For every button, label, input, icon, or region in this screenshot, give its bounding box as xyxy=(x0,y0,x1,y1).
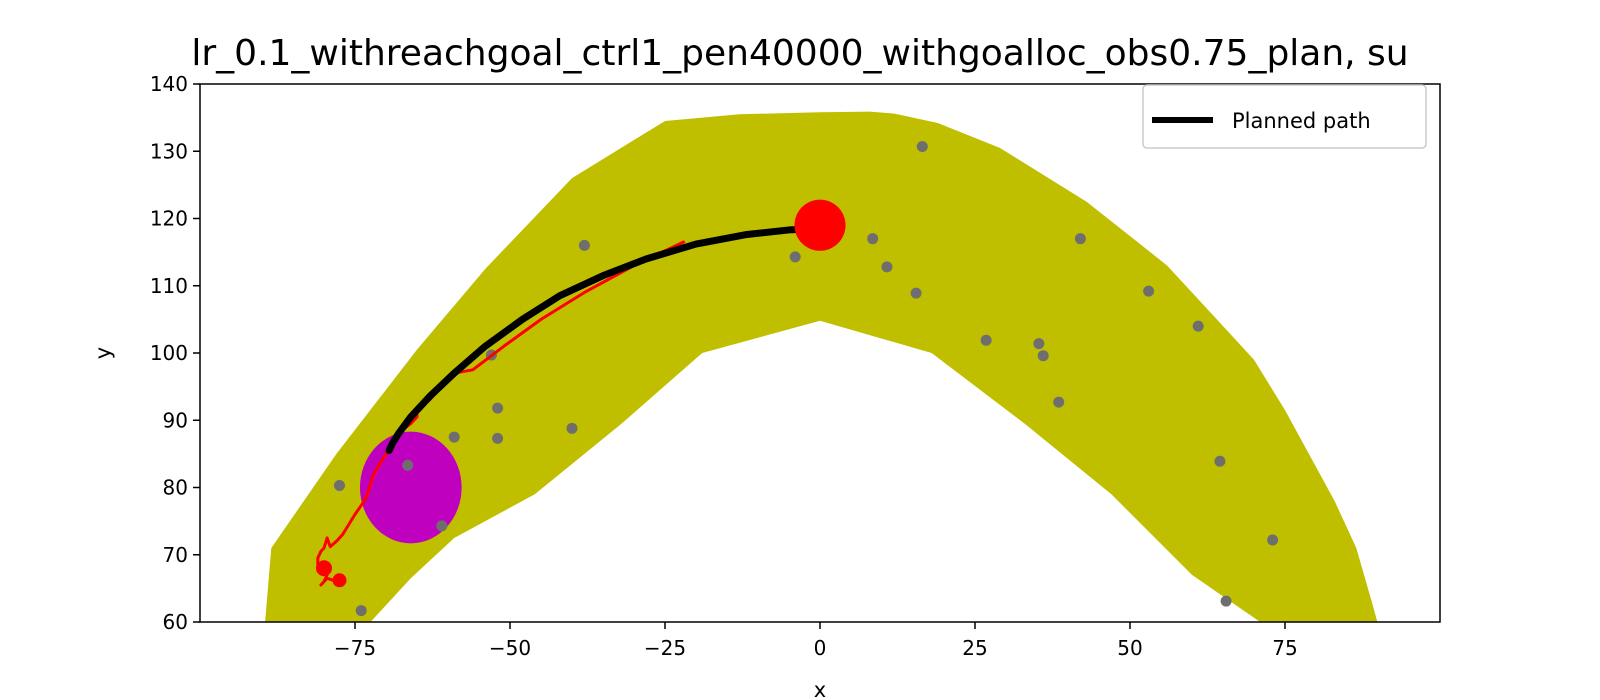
x-tick-label: −25 xyxy=(644,636,686,660)
legend-label: Planned path xyxy=(1232,109,1371,133)
scatter-point-11 xyxy=(1037,350,1049,362)
goal-marker xyxy=(794,199,846,251)
scatter-point-8 xyxy=(1192,320,1204,332)
scatter-point-20 xyxy=(436,520,448,532)
y-tick-label: 120 xyxy=(150,207,188,231)
chart-title: lr_0.1_withreachgoal_ctrl1_pen40000_with… xyxy=(191,33,1408,74)
scatter-point-18 xyxy=(402,459,414,471)
scatter-point-16 xyxy=(448,431,460,443)
obstacle xyxy=(359,431,462,544)
scatter-point-23 xyxy=(1220,595,1232,607)
scatter-point-17 xyxy=(492,432,504,444)
scatter-point-12 xyxy=(1053,396,1065,408)
x-axis: −75 −50 −25 0 25 50 75 xyxy=(334,622,1298,660)
scatter-point-2 xyxy=(867,233,879,245)
x-tick-label: −75 xyxy=(334,636,376,660)
x-tick-label: 75 xyxy=(1272,636,1297,660)
scatter-point-24 xyxy=(355,605,367,617)
scatter-point-0 xyxy=(916,141,928,153)
start-marker-trail xyxy=(332,573,347,588)
y-tick-label: 90 xyxy=(163,408,188,432)
plot-area xyxy=(265,111,1378,622)
scatter-point-6 xyxy=(1074,233,1086,245)
y-tick-label: 70 xyxy=(163,543,188,567)
scatter-point-3 xyxy=(789,251,801,263)
y-tick-label: 110 xyxy=(150,274,188,298)
x-tick-label: 50 xyxy=(1117,636,1142,660)
scatter-point-1 xyxy=(578,239,590,251)
start-marker xyxy=(316,560,332,577)
scatter-point-9 xyxy=(980,334,992,346)
y-axis-label: y xyxy=(91,347,115,359)
scatter-point-22 xyxy=(1267,534,1279,546)
scatter-point-7 xyxy=(1143,285,1155,297)
scatter-point-21 xyxy=(1214,455,1226,467)
scatter-point-14 xyxy=(492,402,504,414)
x-tick-label: −50 xyxy=(489,636,531,660)
scatter-point-15 xyxy=(566,422,578,434)
scatter-point-19 xyxy=(334,479,345,491)
y-tick-label: 60 xyxy=(163,610,188,634)
y-tick-label: 140 xyxy=(150,72,188,96)
y-tick-label: 100 xyxy=(150,341,188,365)
scatter-point-5 xyxy=(910,287,922,299)
y-tick-label: 80 xyxy=(163,476,188,500)
x-tick-label: 0 xyxy=(814,636,827,660)
planned-path-line xyxy=(385,225,824,455)
scatter-point-4 xyxy=(881,261,893,273)
y-axis: 60 70 80 90 100 110 120 130 140 xyxy=(150,72,200,634)
x-axis-label: x xyxy=(814,678,826,700)
x-tick-label: 25 xyxy=(962,636,987,660)
legend-box xyxy=(1142,84,1427,149)
y-tick-label: 130 xyxy=(150,139,188,163)
legend: Planned path xyxy=(1142,84,1427,149)
scatter-point-10 xyxy=(1033,338,1045,350)
corridor-band xyxy=(265,111,1378,622)
